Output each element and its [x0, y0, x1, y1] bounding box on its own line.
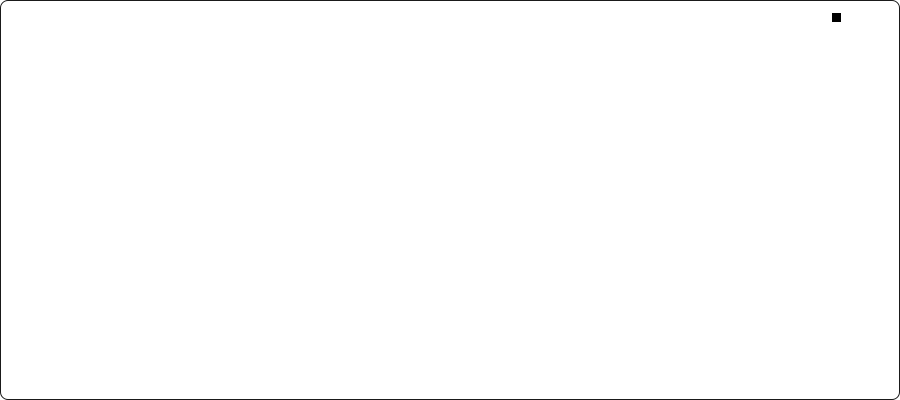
- legend-marker-max-icon: [832, 13, 841, 22]
